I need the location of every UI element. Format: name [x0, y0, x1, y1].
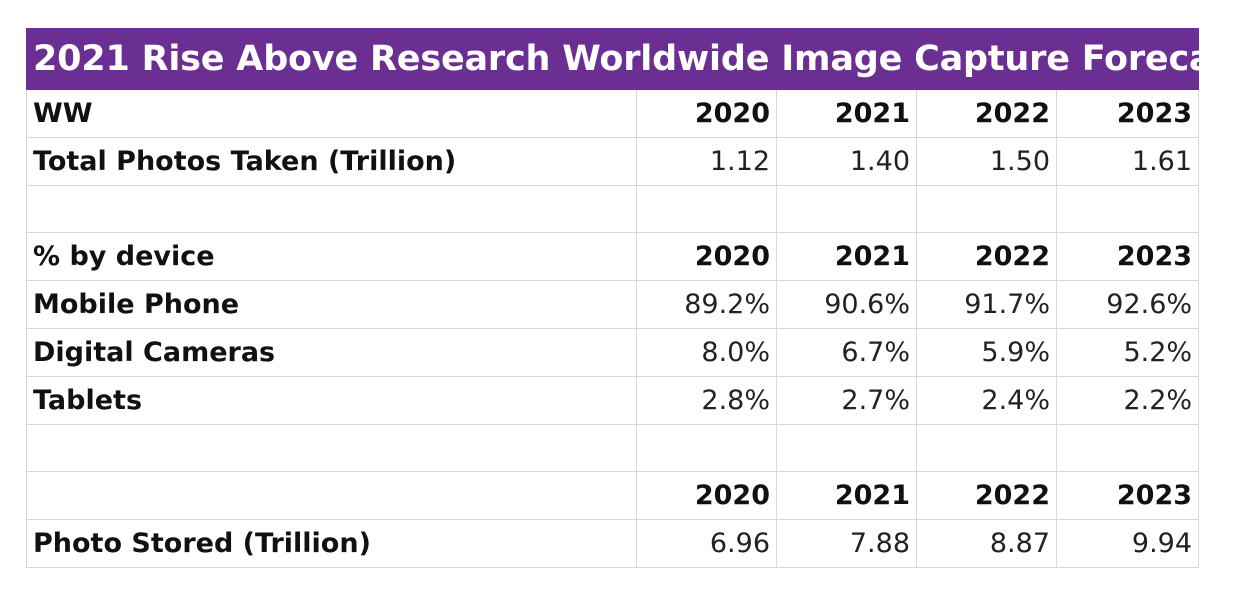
table-row: Total Photos Taken (Trillion) 1.12 1.40 …: [26, 137, 1200, 186]
year-header-cell: 2022: [916, 89, 1057, 138]
row-label: Mobile Phone: [26, 280, 637, 329]
empty-cell: [636, 185, 777, 233]
row-label: Tablets: [26, 376, 637, 425]
value-cell: 91.7%: [916, 280, 1057, 329]
table-row: Digital Cameras 8.0% 6.7% 5.9% 5.2%: [26, 328, 1200, 377]
row-label: Total Photos Taken (Trillion): [26, 137, 637, 186]
section-header-label: WW: [26, 89, 637, 138]
year-header-cell: 2020: [636, 89, 777, 138]
year-header-cell: 2022: [916, 471, 1057, 520]
forecast-table-container: 2021 Rise Above Research Worldwide Image…: [25, 28, 1238, 568]
section-header-label: % by device: [26, 232, 637, 281]
value-cell: 8.87: [916, 519, 1057, 568]
value-cell: 6.96: [636, 519, 777, 568]
value-cell: 1.40: [776, 137, 917, 186]
empty-cell: [26, 185, 637, 233]
value-cell: 2.2%: [1055, 376, 1200, 425]
spacer-row: [26, 185, 1200, 233]
value-cell: 2.4%: [916, 376, 1057, 425]
value-cell: 89.2%: [636, 280, 777, 329]
section-header-label: [26, 471, 637, 520]
year-header-cell: 2021: [776, 89, 917, 138]
value-cell: 5.9%: [916, 328, 1057, 377]
year-header-cell: 2020: [636, 232, 777, 281]
value-cell: 5.2%: [1055, 328, 1200, 377]
value-cell: 6.7%: [776, 328, 917, 377]
section-header-row: 2020 2021 2022 2023: [26, 471, 1200, 520]
forecast-table: 2021 Rise Above Research Worldwide Image…: [25, 28, 1238, 568]
empty-cell: [916, 185, 1057, 233]
value-cell: 8.0%: [636, 328, 777, 377]
value-cell: 1.50: [916, 137, 1057, 186]
table-title: 2021 Rise Above Research Worldwide Image…: [25, 28, 1238, 90]
empty-cell: [776, 185, 917, 233]
table-row: Tablets 2.8% 2.7% 2.4% 2.2%: [26, 376, 1200, 425]
value-cell: 1.61: [1055, 137, 1200, 186]
empty-cell: [26, 424, 637, 472]
year-header-cell: 2020: [636, 471, 777, 520]
section-header-row: % by device 2020 2021 2022 2023: [26, 232, 1200, 281]
year-header-cell: 2022: [916, 232, 1057, 281]
value-cell: 7.88: [776, 519, 917, 568]
value-cell: 2.7%: [776, 376, 917, 425]
value-cell: 9.94: [1055, 519, 1200, 568]
year-header-cell: 2023: [1055, 471, 1200, 520]
empty-cell: [636, 424, 777, 472]
value-cell: 90.6%: [776, 280, 917, 329]
row-label: Digital Cameras: [26, 328, 637, 377]
year-header-cell: 2023: [1055, 89, 1200, 138]
empty-cell: [776, 424, 917, 472]
spacer-row: [26, 424, 1200, 472]
year-header-cell: 2023: [1055, 232, 1200, 281]
year-header-cell: 2021: [776, 232, 917, 281]
value-cell: 92.6%: [1055, 280, 1200, 329]
value-cell: 2.8%: [636, 376, 777, 425]
section-header-row: WW 2020 2021 2022 2023: [26, 89, 1200, 138]
table-row: Mobile Phone 89.2% 90.6% 91.7% 92.6%: [26, 280, 1200, 329]
empty-cell: [1055, 185, 1200, 233]
empty-cell: [1055, 424, 1200, 472]
title-row: 2021 Rise Above Research Worldwide Image…: [25, 28, 1238, 90]
year-header-cell: 2021: [776, 471, 917, 520]
value-cell: 1.12: [636, 137, 777, 186]
row-label: Photo Stored (Trillion): [26, 519, 637, 568]
empty-cell: [916, 424, 1057, 472]
table-row: Photo Stored (Trillion) 6.96 7.88 8.87 9…: [26, 519, 1200, 568]
